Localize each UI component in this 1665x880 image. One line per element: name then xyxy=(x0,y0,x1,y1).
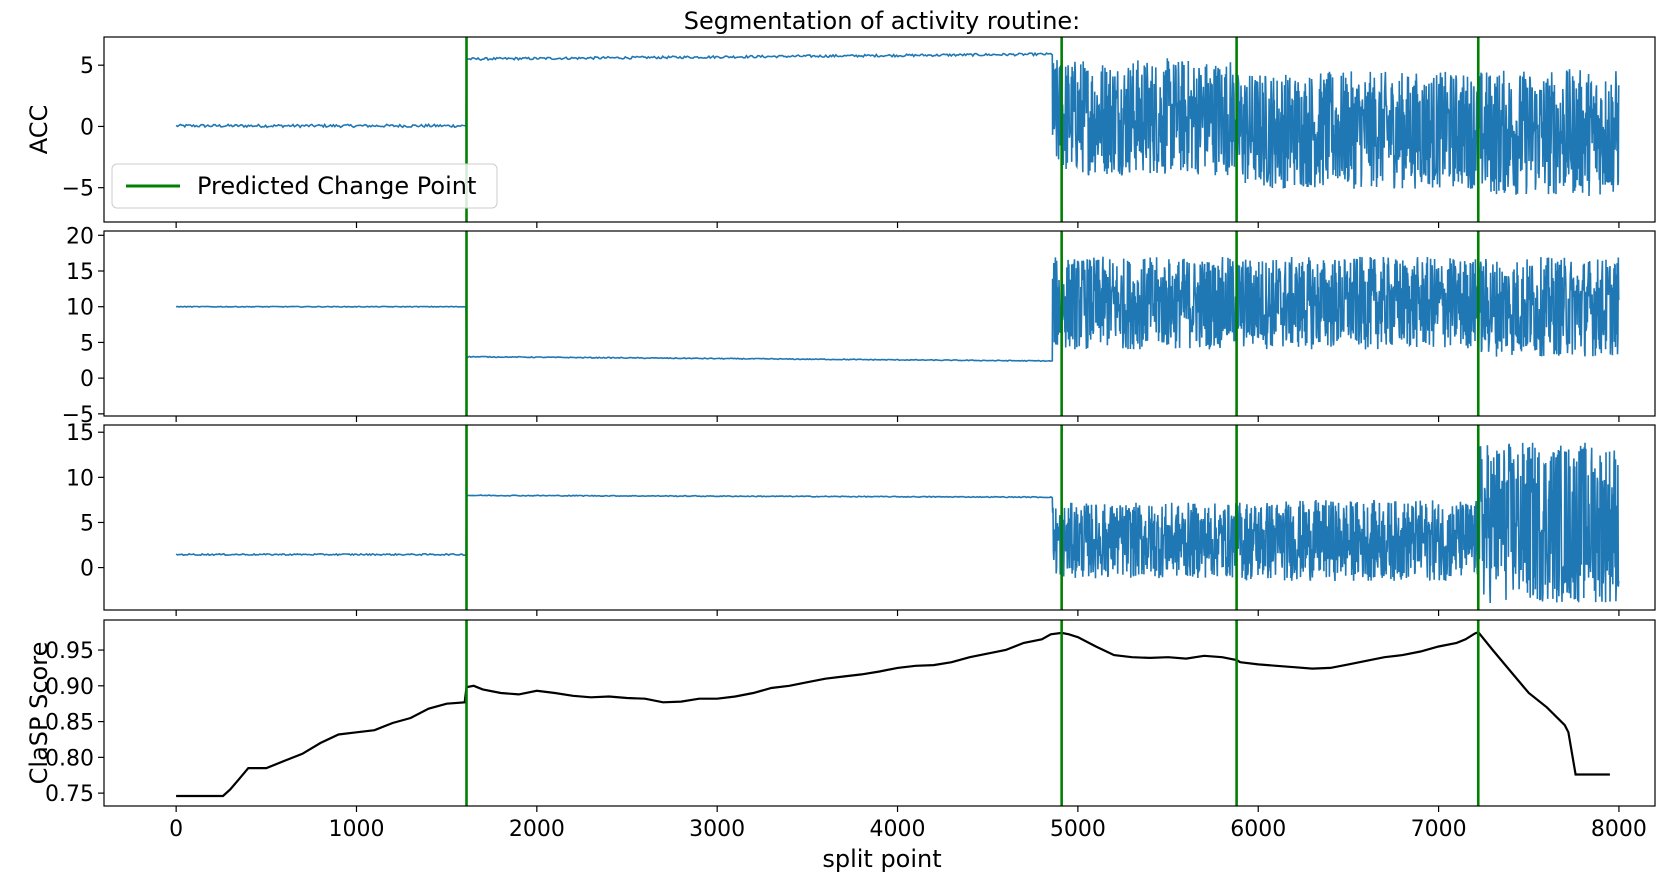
legend-label: Predicted Change Point xyxy=(197,172,476,200)
signal-line xyxy=(175,256,1620,363)
y-tick-label: 0.90 xyxy=(45,675,94,700)
y-tick-label: 20 xyxy=(66,224,94,249)
y-tick-label: 5 xyxy=(80,54,94,79)
panel-3: 15 10 5 0 xyxy=(66,421,1656,616)
plot-frame xyxy=(103,230,1656,417)
y-tick-label: 0 xyxy=(80,367,94,392)
y-axis-title: ClaSP Score xyxy=(25,642,53,785)
x-tick-label: 1000 xyxy=(328,817,384,842)
plot-frame xyxy=(103,424,1656,611)
y-tick-label: −5 xyxy=(62,177,94,202)
x-tick-label: 7000 xyxy=(1411,817,1467,842)
y-tick-label: 0 xyxy=(80,557,94,582)
y-tick-label: 10 xyxy=(66,296,94,321)
y-tick-label: 0.85 xyxy=(45,711,94,736)
panel-1: 5 0 −5 ACC Predicted Change Point xyxy=(25,36,1656,228)
y-tick-label: 0.95 xyxy=(45,639,94,664)
chart-title: Segmentation of activity routine: xyxy=(684,7,1081,35)
y-tick-label: 15 xyxy=(66,260,94,285)
plot-frame xyxy=(103,36,1656,223)
y-tick-label: 0.75 xyxy=(45,782,94,807)
x-axis-title: split point xyxy=(822,845,941,873)
y-tick-label: 0.80 xyxy=(45,746,94,771)
panel-2: 20 15 10 5 0 −5 xyxy=(62,224,1656,428)
legend-box xyxy=(111,163,498,209)
y-tick-label: 5 xyxy=(80,331,94,356)
x-tick-label: 6000 xyxy=(1230,817,1286,842)
y-tick-label: 0 xyxy=(80,115,94,140)
y-axis-title: ACC xyxy=(25,105,53,155)
legend: Predicted Change Point xyxy=(111,163,498,209)
x-tick-label: 4000 xyxy=(870,817,926,842)
x-tick-label: 8000 xyxy=(1591,817,1647,842)
x-tick-label: 5000 xyxy=(1050,817,1106,842)
x-tick-label: 2000 xyxy=(509,817,565,842)
plot-frame xyxy=(103,619,1656,807)
clasp-score-line xyxy=(176,630,1610,798)
y-tick-label: −5 xyxy=(62,403,94,428)
y-tick-label: 15 xyxy=(66,421,94,446)
signal-line xyxy=(175,51,1620,197)
signal-line xyxy=(175,442,1620,604)
x-tick-label: 0 xyxy=(169,817,183,842)
y-tick-label: 5 xyxy=(80,511,94,536)
x-tick-label: 3000 xyxy=(689,817,745,842)
panel-4: 0.95 0.90 0.85 0.80 0.75 0 1000 2000 3000 4000 500… xyxy=(25,619,1656,842)
y-tick-label: 10 xyxy=(66,466,94,491)
